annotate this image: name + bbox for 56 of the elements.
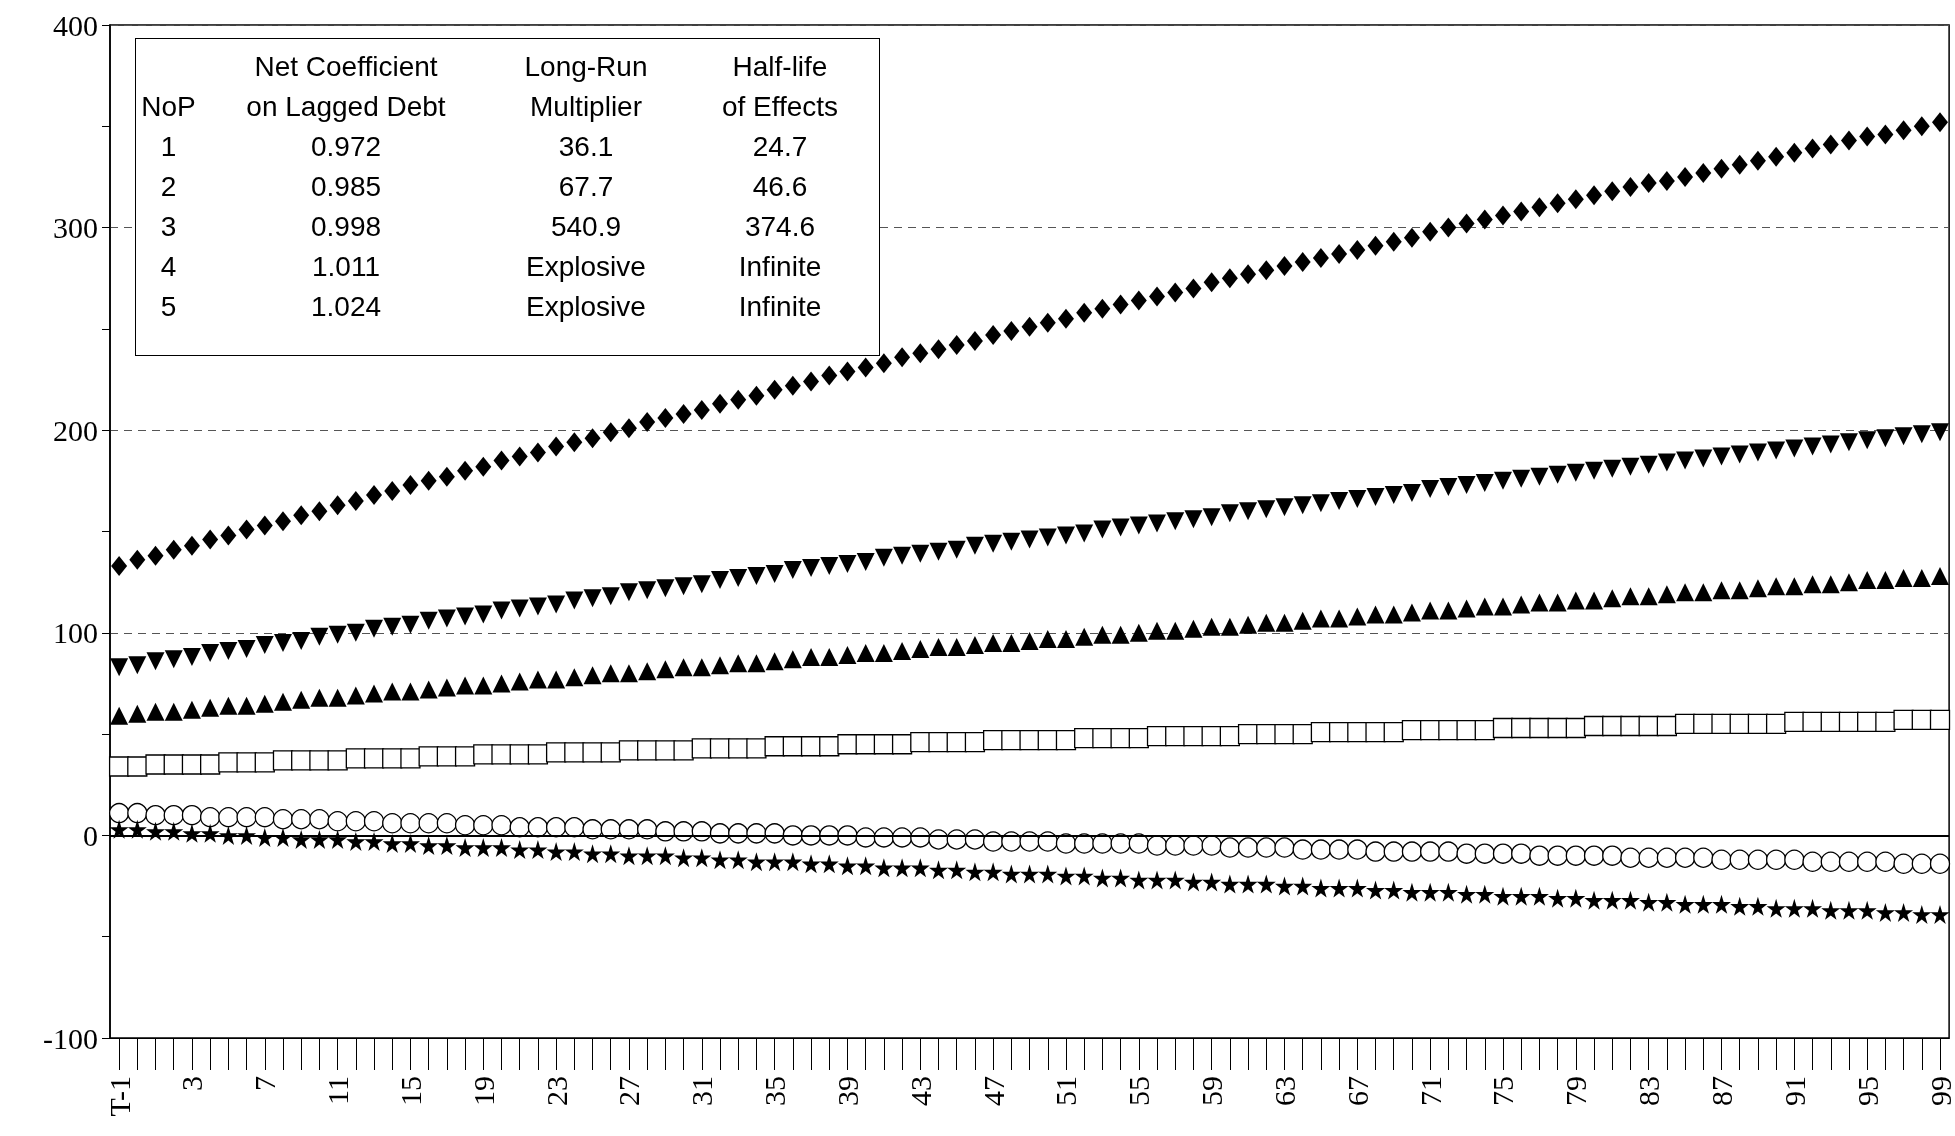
x-tick-label: 39 [830,1076,864,1106]
annotation: NoP [140,90,197,124]
annotation: 1.024 [309,290,383,324]
x-tick-label: 27 [612,1076,646,1106]
y-tick-label: 200 [53,413,98,447]
x-tick-label: 31 [685,1076,719,1106]
x-tick-label: 59 [1195,1076,1229,1106]
annotation: 1 [159,130,178,164]
annotation: Explosive [525,250,647,284]
x-tick-label: 71 [1413,1076,1447,1106]
annotation: 0.985 [309,170,383,204]
annotation: 540.9 [549,210,623,244]
x-tick-label: 75 [1486,1076,1520,1106]
annotation: 374.6 [743,210,817,244]
x-tick-label: 35 [758,1076,792,1106]
y-tick-label: 400 [53,8,98,42]
x-tick-label: 95 [1850,1076,1884,1106]
x-tick-label: 15 [393,1076,427,1106]
annotation: 24.7 [751,130,809,164]
annotation: Infinite [737,250,823,284]
x-tick-label: 55 [1122,1076,1156,1106]
annotation: 46.6 [751,170,809,204]
x-tick-label: 3 [175,1076,209,1091]
annotation: 4 [159,250,178,284]
annotation: Half-life of Effects [720,50,840,124]
annotation: 1.011 [311,250,381,284]
x-tick-label: 99 [1923,1076,1955,1106]
x-tick-label: 79 [1559,1076,1593,1106]
annotation: Net Coefficient on Lagged Debt [245,50,447,124]
x-tick-label: 91 [1777,1076,1811,1106]
annotation: Infinite [737,290,823,324]
x-tick-label: 51 [1049,1076,1083,1106]
x-tick-label: 23 [539,1076,573,1106]
x-tick-label: 63 [1267,1076,1301,1106]
annotation: Long-Run Multiplier [523,50,649,124]
annotation: 3 [159,210,178,244]
x-tick-label: 43 [903,1076,937,1106]
x-tick-label: 87 [1705,1076,1738,1106]
y-tick-label: 0 [83,818,98,852]
y-tick-label: 300 [53,211,98,245]
annotation: 67.7 [557,170,615,204]
x-tick-label: 47 [976,1076,1010,1106]
y-tick-label: 100 [53,616,98,650]
y-tick-label: -100 [43,1021,98,1055]
x-tick-label: T-1 [102,1076,136,1117]
annotation: 36.1 [557,130,615,164]
x-tick-label: 7 [248,1076,282,1091]
x-tick-label: 19 [466,1076,500,1106]
x-tick-label: 11 [321,1076,355,1105]
annotation: 2 [159,170,178,204]
annotation: 0.972 [309,130,383,164]
x-tick-label: 67 [1340,1076,1374,1106]
annotation: Explosive [525,290,647,324]
annotation: 5 [159,290,178,324]
x-tick-label: 83 [1632,1076,1666,1106]
annotation: 0.998 [309,210,383,244]
